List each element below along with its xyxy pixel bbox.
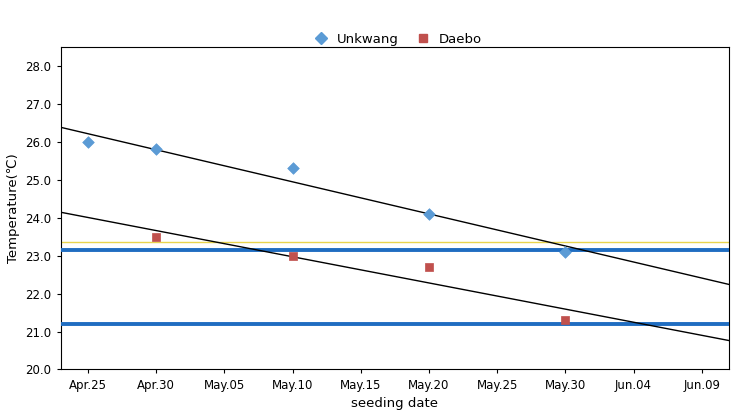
Point xyxy=(423,211,435,217)
Point xyxy=(150,233,162,240)
Point xyxy=(559,249,571,255)
Point xyxy=(286,165,298,172)
X-axis label: seeding date: seeding date xyxy=(351,397,439,410)
Y-axis label: Temperature(℃): Temperature(℃) xyxy=(7,153,20,263)
Legend: Unkwang, Daebo: Unkwang, Daebo xyxy=(302,28,487,51)
Point xyxy=(423,264,435,270)
Point xyxy=(559,317,571,324)
Point xyxy=(82,138,93,145)
Point xyxy=(150,146,162,153)
Point xyxy=(286,252,298,259)
